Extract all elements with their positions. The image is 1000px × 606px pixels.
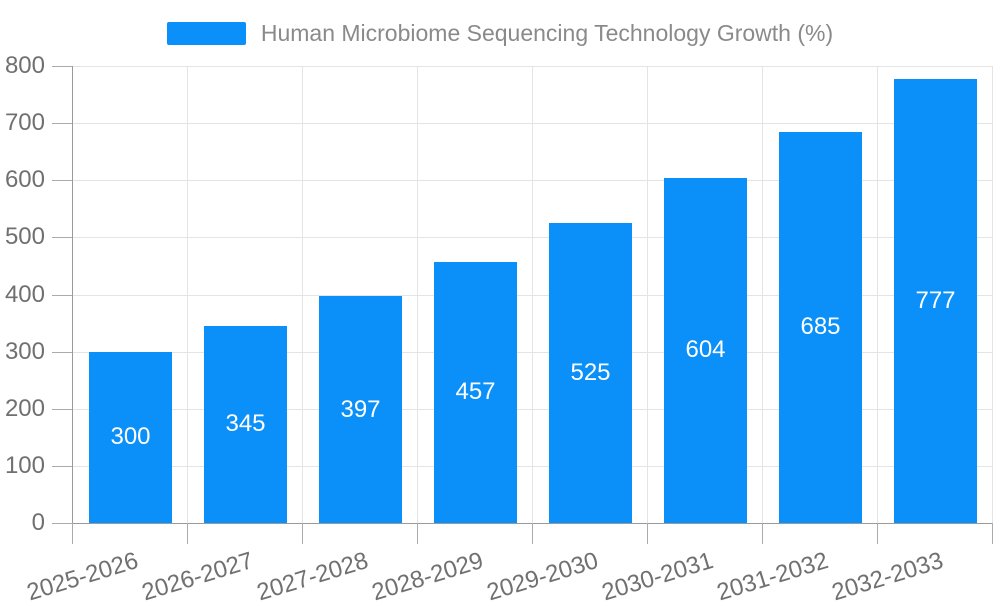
y-axis-tick bbox=[52, 180, 72, 182]
bar-value-label: 685 bbox=[800, 313, 841, 341]
plot-area: 0 100 200 300 400 500 600 700 800 300 2025-2026 345… bbox=[5, 54, 993, 606]
gridline-horizontal bbox=[73, 351, 993, 353]
y-axis-line bbox=[72, 66, 73, 523]
y-axis-tick bbox=[52, 294, 72, 296]
gridline-vertical bbox=[877, 66, 878, 523]
y-axis-tick-label: 500 bbox=[4, 223, 45, 251]
x-axis-tick-label: 2032-2033 bbox=[828, 547, 947, 606]
y-axis-tick-label: 0 bbox=[31, 509, 45, 536]
x-axis-tick-label: 2028-2029 bbox=[368, 547, 487, 606]
y-axis-tick bbox=[52, 237, 72, 239]
x-axis-tick bbox=[417, 523, 418, 544]
gridline-vertical bbox=[417, 66, 418, 523]
legend: Human Microbiome Sequencing Technology G… bbox=[0, 20, 1000, 47]
gridline-horizontal bbox=[73, 237, 993, 239]
bar-value-label: 457 bbox=[455, 378, 496, 406]
gridline-vertical bbox=[187, 66, 188, 523]
y-axis-tick-label: 600 bbox=[4, 166, 45, 194]
x-axis-tick bbox=[647, 523, 648, 544]
gridline-horizontal bbox=[73, 180, 993, 182]
y-axis-tick-label: 300 bbox=[4, 337, 45, 365]
y-axis-tick bbox=[52, 66, 72, 67]
gridline-horizontal bbox=[73, 465, 993, 467]
y-axis-tick bbox=[52, 123, 72, 125]
bar-2030-2031[interactable]: 604 bbox=[664, 177, 747, 523]
y-axis-tick bbox=[52, 351, 72, 353]
x-axis-tick bbox=[302, 523, 303, 544]
gridline-vertical bbox=[532, 66, 533, 523]
bar-2029-2030[interactable]: 525 bbox=[549, 223, 632, 523]
y-axis-tick-label: 400 bbox=[4, 280, 45, 308]
x-axis-tick-label: 2030-2031 bbox=[598, 547, 717, 606]
gridline-horizontal bbox=[73, 294, 993, 296]
gridline-vertical bbox=[302, 66, 303, 523]
legend-item[interactable]: Human Microbiome Sequencing Technology G… bbox=[166, 20, 834, 47]
x-axis-tick bbox=[877, 523, 878, 544]
y-axis-tick bbox=[52, 408, 72, 410]
bar-2032-2033[interactable]: 777 bbox=[894, 79, 977, 523]
gridline-horizontal bbox=[73, 123, 993, 125]
bar-value-label: 604 bbox=[685, 336, 726, 364]
x-axis-tick-label: 2027-2028 bbox=[253, 547, 372, 606]
gridline-vertical bbox=[647, 66, 648, 523]
bar-2027-2028[interactable]: 397 bbox=[319, 296, 402, 523]
bar-value-label: 397 bbox=[340, 395, 381, 423]
bar-2025-2026[interactable]: 300 bbox=[89, 351, 172, 523]
bar-value-label: 525 bbox=[570, 359, 611, 387]
x-axis-tick-label: 2029-2030 bbox=[483, 547, 602, 606]
bar-value-label: 300 bbox=[110, 423, 151, 451]
y-axis-tick-label: 700 bbox=[4, 109, 45, 137]
y-axis-tick-label: 200 bbox=[4, 394, 45, 422]
bar-2026-2027[interactable]: 345 bbox=[204, 325, 287, 523]
gridline-vertical bbox=[992, 66, 993, 523]
bar-value-label: 345 bbox=[225, 410, 266, 438]
x-axis-tick bbox=[72, 523, 73, 544]
x-axis-tick bbox=[187, 523, 188, 544]
bar-2031-2032[interactable]: 685 bbox=[779, 131, 862, 523]
y-axis-tick bbox=[52, 523, 72, 524]
y-axis-tick-label: 800 bbox=[4, 52, 45, 79]
x-axis-tick-label: 2026-2027 bbox=[138, 547, 257, 606]
x-axis-tick bbox=[762, 523, 763, 544]
legend-swatch-icon bbox=[166, 22, 246, 45]
bar-value-label: 777 bbox=[915, 287, 956, 315]
x-axis-tick-label: 2031-2032 bbox=[713, 547, 832, 606]
gridline-horizontal bbox=[73, 66, 993, 67]
gridline-vertical bbox=[762, 66, 763, 523]
y-axis-tick-label: 100 bbox=[4, 451, 45, 479]
gridline-horizontal bbox=[73, 408, 993, 410]
bar-2028-2029[interactable]: 457 bbox=[434, 261, 517, 523]
x-axis-tick bbox=[532, 523, 533, 544]
y-axis-tick bbox=[52, 465, 72, 467]
legend-label: Human Microbiome Sequencing Technology G… bbox=[260, 20, 834, 46]
x-axis-tick bbox=[992, 523, 993, 544]
x-axis-tick-label: 2025-2026 bbox=[23, 547, 142, 606]
